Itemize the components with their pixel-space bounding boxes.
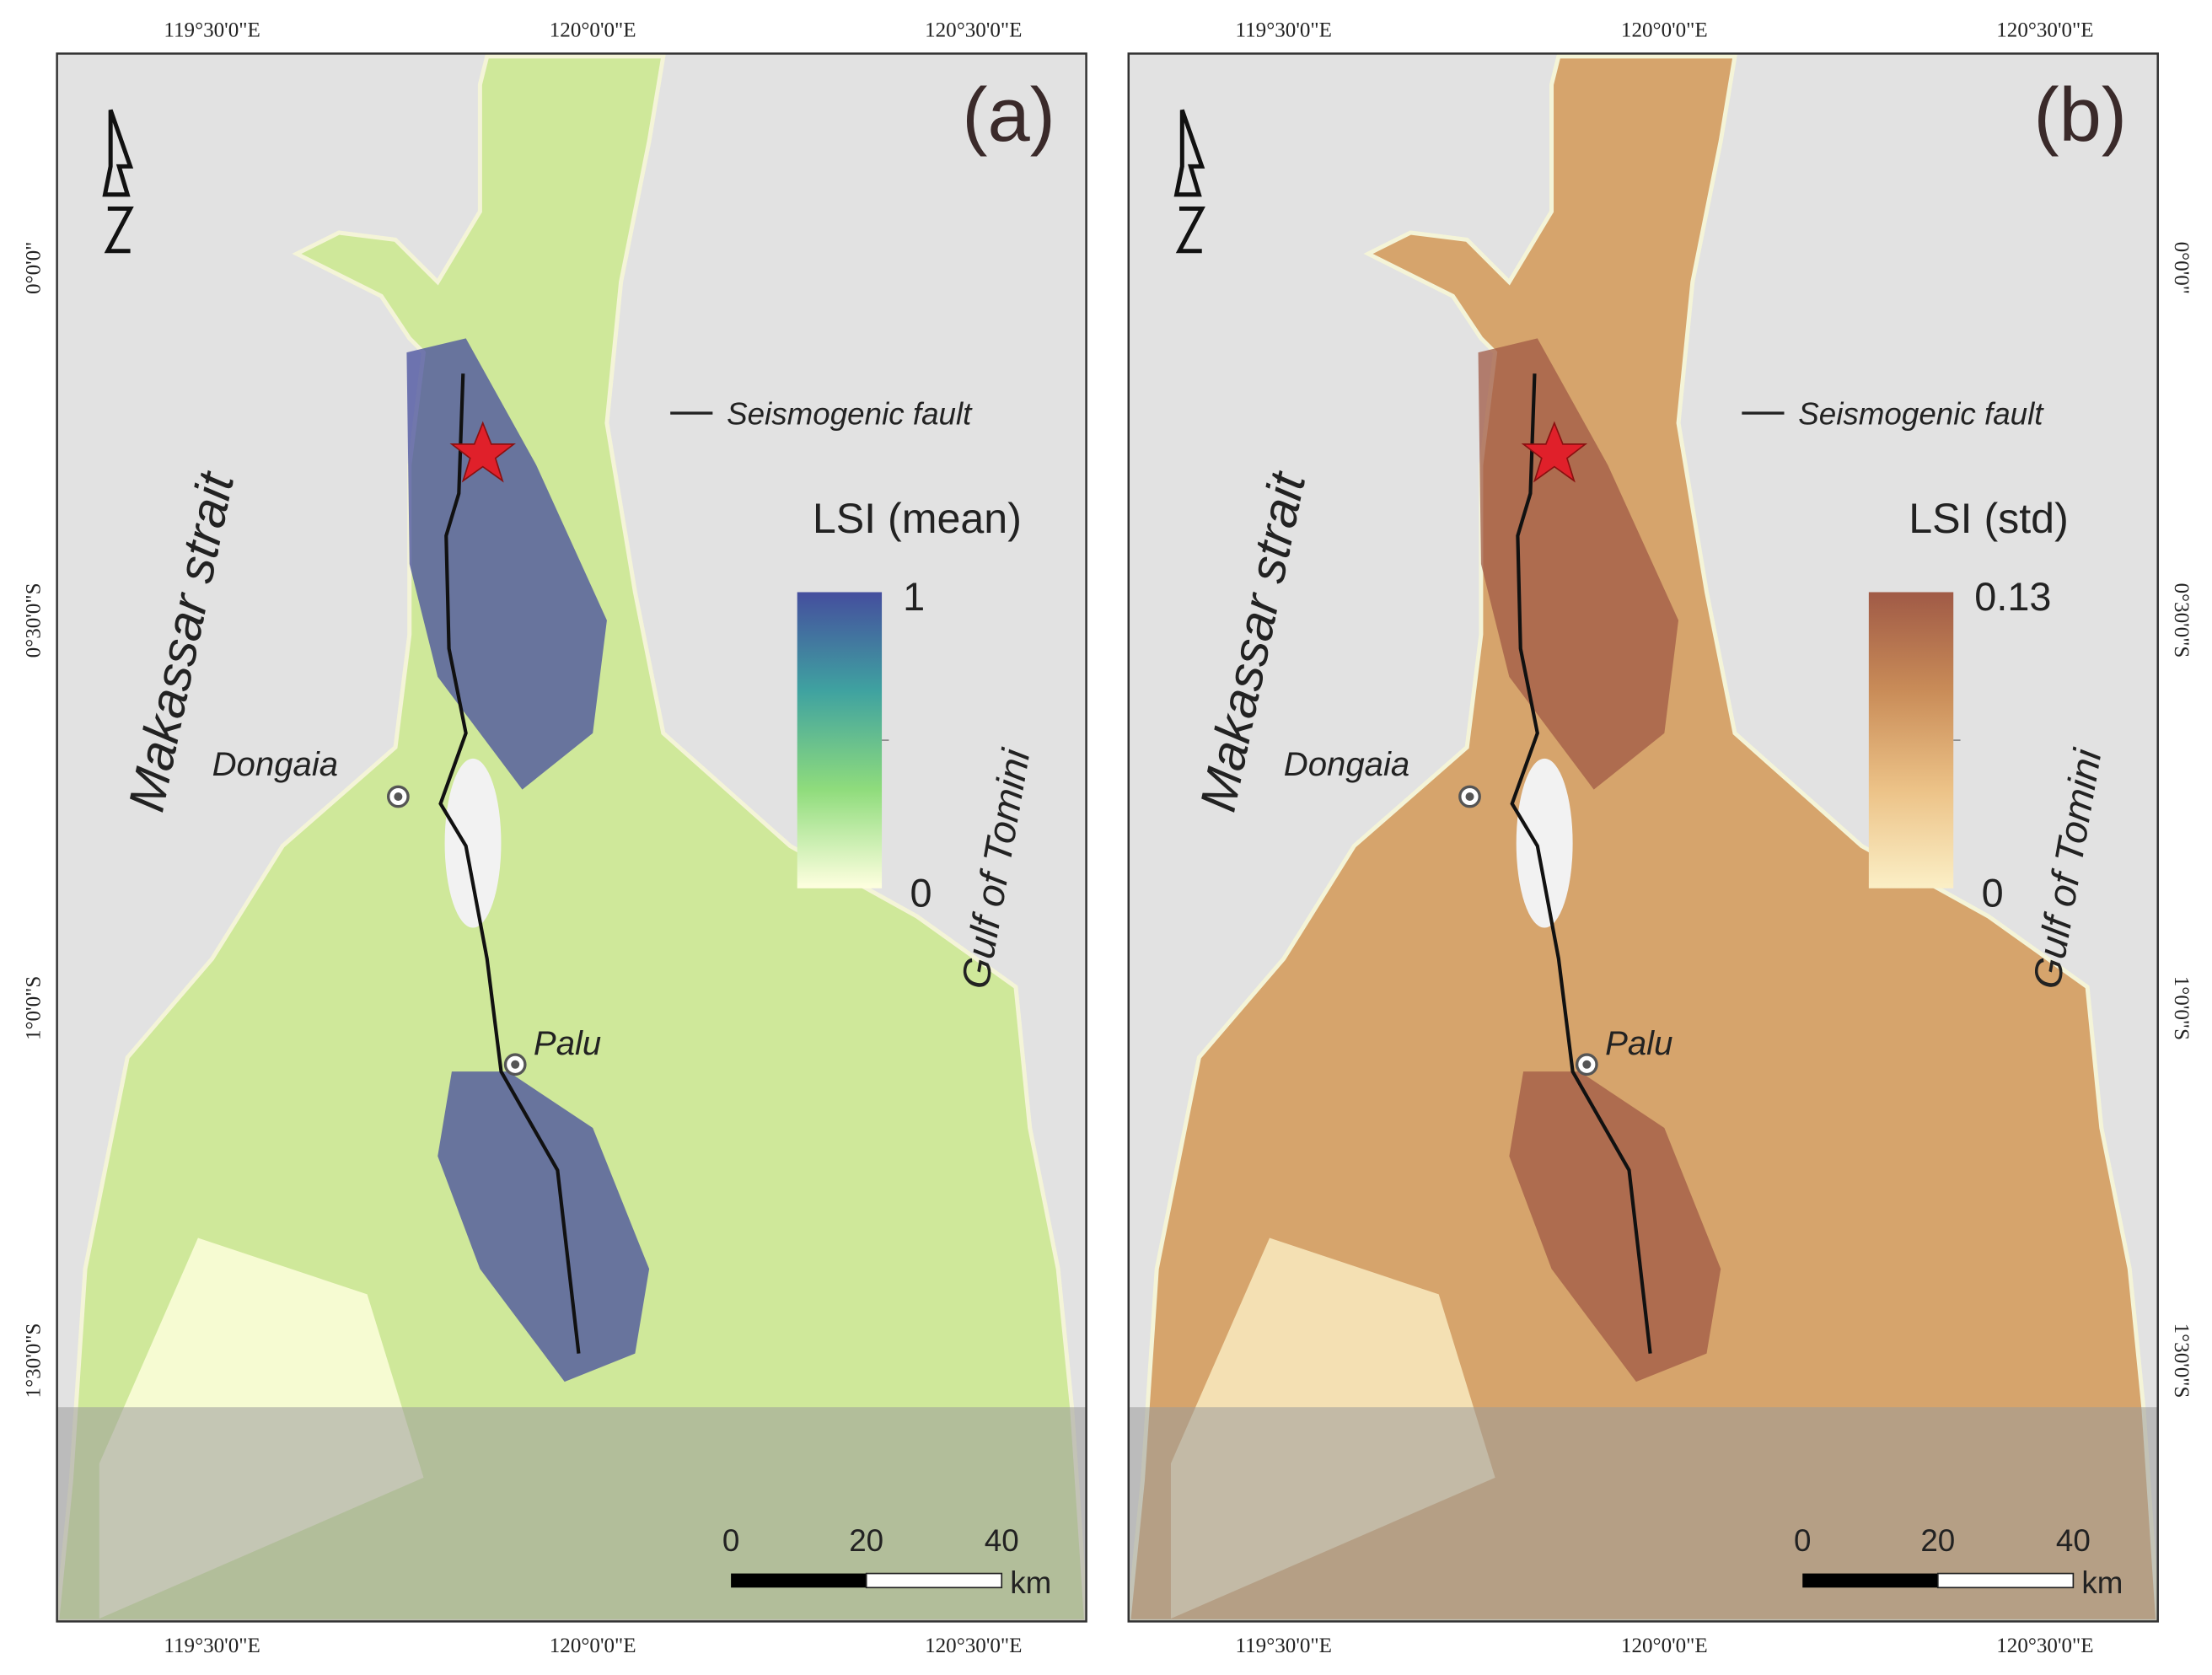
x-coord-label: 119°30'0"E: [1236, 1635, 1332, 1657]
scale-unit: km: [1010, 1565, 1051, 1600]
x-coord-label: 120°0'0"E: [1621, 19, 1708, 41]
legend-max: 1: [903, 575, 925, 619]
map-frame: [1127, 52, 2159, 1623]
high-zone: [406, 338, 607, 790]
x-coord-label: 120°30'0"E: [925, 1635, 1022, 1657]
y-coord-label: 1°30'0"S: [2170, 1323, 2193, 1399]
x-coord-label: 119°30'0"E: [1236, 19, 1332, 41]
north-arrow: [1173, 109, 1205, 254]
legend-max: 0.13: [1974, 575, 2051, 619]
land-area: [1128, 54, 2158, 1622]
place-marker-dot: [1582, 1060, 1592, 1069]
map-frame: [56, 52, 1087, 1623]
land-area: [56, 54, 1087, 1622]
y-coord-label: 1°0'0"S: [2170, 976, 2193, 1040]
colorbar: [797, 592, 883, 889]
scale-tick-label: 0: [722, 1523, 739, 1558]
place-marker-dot: [1465, 792, 1474, 802]
scale-bar-black: [1802, 1573, 1938, 1588]
map-body: [1128, 53, 2158, 1622]
scale-tick-label: 20: [849, 1523, 883, 1558]
place-label: Dongaia: [1284, 745, 1409, 783]
high-zone: [1509, 1071, 1721, 1382]
place-marker-dot: [394, 792, 403, 802]
legend-min: 0: [910, 871, 932, 915]
y-coord-label: 0°0'0": [2170, 242, 2193, 294]
high-zone: [438, 1071, 650, 1382]
fault-line: [438, 373, 581, 1354]
scale-tick-label: 0: [1794, 1523, 1811, 1558]
scale-tick-label: 40: [985, 1523, 1019, 1558]
lake: [444, 758, 502, 928]
legend-title: LSI (mean): [813, 495, 1022, 542]
epicenter-star: [449, 421, 516, 483]
legend-min: 0: [1982, 871, 2004, 915]
panel-label: (a): [962, 72, 1055, 158]
y-coord-label: 1°0'0"S: [23, 976, 46, 1040]
hillshade: [56, 1407, 1087, 1622]
colorbar: [1868, 592, 1954, 889]
lake: [1516, 758, 1573, 928]
fault-line: [1510, 373, 1652, 1354]
scale-bar-black: [731, 1573, 867, 1588]
x-coord-label: 120°30'0"E: [925, 19, 1022, 41]
scale-unit: km: [2081, 1565, 2123, 1600]
place-marker-dot: [511, 1060, 520, 1069]
high-zone: [1478, 338, 1679, 790]
y-coord-label: 0°30'0"S: [23, 582, 46, 658]
north-arrow: [102, 109, 134, 254]
place-label: Palu: [1605, 1024, 1672, 1062]
place-label: Palu: [534, 1024, 601, 1062]
scale-tick-label: 20: [1920, 1523, 1955, 1558]
x-coord-label: 120°30'0"E: [1996, 19, 2093, 41]
x-coord-label: 120°0'0"E: [550, 19, 636, 41]
panel-label: (b): [2034, 72, 2127, 158]
fault-legend-label: Seismogenic fault: [727, 396, 973, 431]
x-coord-label: 119°30'0"E: [164, 1635, 260, 1657]
y-coord-label: 0°0'0": [23, 242, 46, 294]
legend-title: LSI (std): [1909, 495, 2069, 542]
hillshade: [1128, 1407, 2158, 1622]
scale-tick-label: 40: [2056, 1523, 2091, 1558]
x-coord-label: 120°0'0"E: [550, 1635, 636, 1657]
x-coord-label: 120°30'0"E: [1996, 1635, 2093, 1657]
y-coord-label: 0°30'0"S: [2170, 582, 2193, 658]
map-body: [56, 53, 1087, 1622]
x-coord-label: 119°30'0"E: [164, 19, 260, 41]
place-label: Dongaia: [212, 745, 338, 783]
scale-bar-white: [865, 1572, 1003, 1589]
x-coord-label: 120°0'0"E: [1621, 1635, 1708, 1657]
fault-legend-label: Seismogenic fault: [1798, 396, 2044, 431]
y-coord-label: 1°30'0"S: [23, 1323, 46, 1399]
epicenter-star: [1521, 421, 1588, 483]
scale-bar-white: [1936, 1572, 2075, 1589]
